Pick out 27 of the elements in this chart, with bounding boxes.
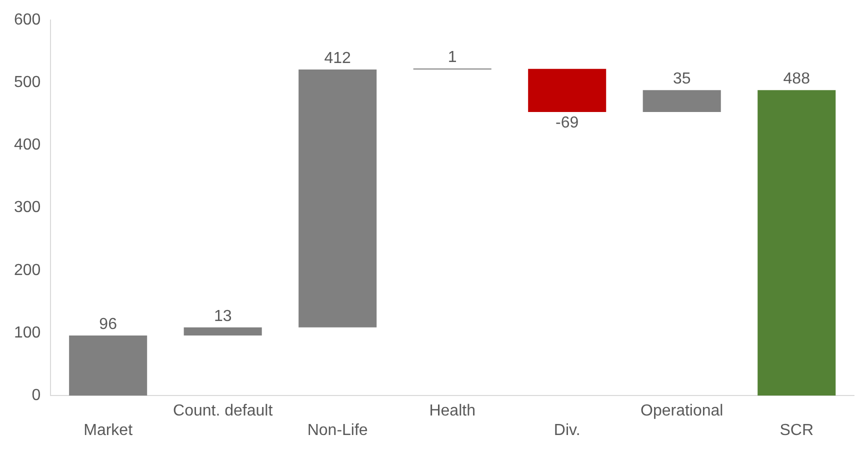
data-label: -69 [556,114,579,132]
bar [298,69,377,328]
data-label: 1 [448,49,457,66]
y-tick-label: 600 [14,11,41,28]
bar [528,68,606,112]
y-tick-label: 400 [14,136,41,154]
y-tick-label: 200 [14,262,41,279]
y-tick-label: 0 [32,387,41,404]
bar [184,327,262,336]
bar [69,336,148,396]
data-label: 412 [324,50,352,67]
y-tick-label: 500 [14,74,41,92]
bar [642,90,721,112]
x-tick-label: Count. default [173,402,274,420]
x-tick-label: SCR [780,422,814,439]
x-tick-label: Market [84,422,134,439]
data-label: 488 [783,70,810,88]
bar [758,90,836,396]
x-tick-label: Div. [554,422,580,439]
y-tick-label: 100 [14,324,41,342]
data-label: 35 [672,70,691,88]
x-tick-label: Non-Life [307,422,368,439]
x-tick-label: Operational [640,402,724,420]
data-label: 96 [99,316,118,333]
x-tick-label: Health [429,402,476,420]
y-tick-label: 300 [14,199,41,216]
data-label: 13 [214,308,232,325]
